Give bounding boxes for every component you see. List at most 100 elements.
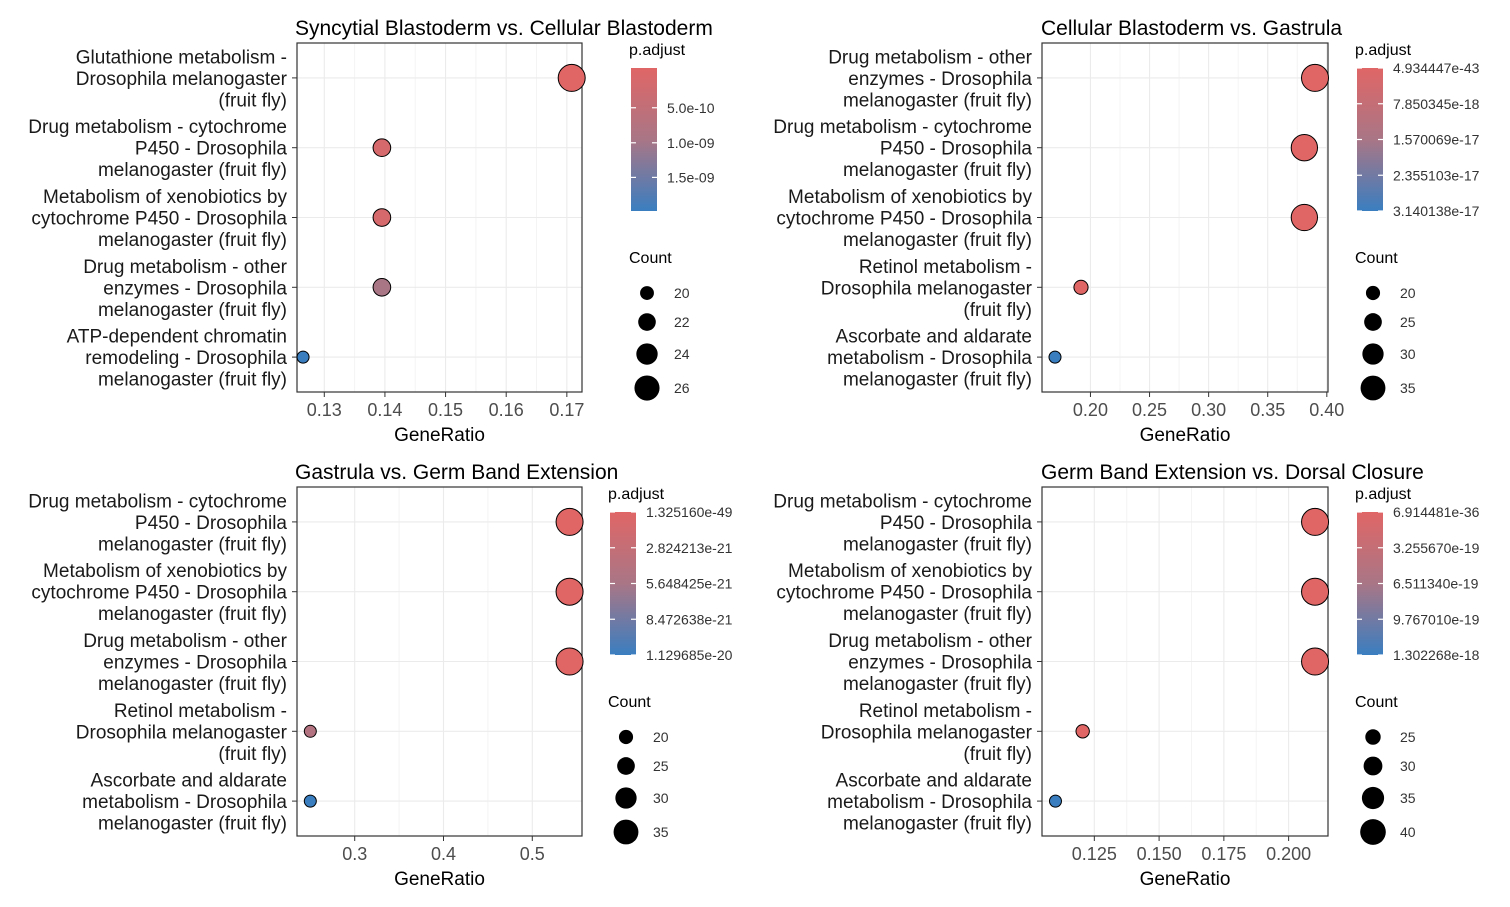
size-legend-key <box>638 313 656 331</box>
data-point <box>557 63 586 92</box>
data-point <box>1075 724 1090 739</box>
y-category-label: (fruit fly) <box>963 744 1032 765</box>
color-legend-label: 5.0e-10 <box>667 100 715 116</box>
x-tick-label: 0.200 <box>1266 844 1311 864</box>
color-legend-title: p.adjust <box>608 486 665 503</box>
y-category-label: enzymes - Drosophila <box>103 653 287 674</box>
x-tick-label: 0.150 <box>1137 844 1182 864</box>
data-point <box>555 647 584 676</box>
size-legend-key <box>1361 786 1385 810</box>
y-category-label: (fruit fly) <box>218 744 287 765</box>
y-category-label: Drosophila melanogaster <box>821 278 1033 299</box>
y-category-label: melanogaster (fruit fly) <box>843 604 1032 625</box>
y-category-label: melanogaster (fruit fly) <box>843 160 1032 181</box>
y-category-label: melanogaster (fruit fly) <box>843 90 1032 111</box>
chart-title: Germ Band Extension vs. Dorsal Closure <box>1041 461 1424 484</box>
x-tick-label: 0.13 <box>307 400 342 420</box>
size-legend-key <box>618 729 634 745</box>
data-point <box>372 208 392 227</box>
color-legend-label: 7.850345e-18 <box>1393 96 1480 112</box>
x-axis-title: GeneRatio <box>394 869 485 890</box>
data-point <box>1301 63 1329 92</box>
y-category-label: Drug metabolism - cytochrome <box>773 491 1032 512</box>
color-legend-title: p.adjust <box>1355 42 1412 59</box>
y-category-label: melanogaster (fruit fly) <box>98 300 287 321</box>
x-axis-title: GeneRatio <box>394 425 485 446</box>
y-category-label: Drug metabolism - cytochrome <box>28 491 287 512</box>
size-legend-key <box>1365 285 1381 301</box>
size-legend-key <box>617 757 635 775</box>
y-category-label: enzymes - Drosophila <box>848 653 1032 674</box>
y-category-label: Drug metabolism - other <box>828 47 1032 68</box>
size-legend-label: 35 <box>1400 790 1416 806</box>
y-category-label: melanogaster (fruit fly) <box>98 814 287 835</box>
y-category-label: melanogaster (fruit fly) <box>843 674 1032 695</box>
chart-panel-3: Gastrula vs. Germ Band Extension 0.3 0.4 0.… <box>28 461 732 890</box>
color-legend-title: p.adjust <box>629 42 686 59</box>
data-point <box>1048 794 1062 808</box>
color-legend-label: 1.129685e-20 <box>646 647 733 663</box>
y-category-label: (fruit fly) <box>218 90 287 111</box>
data-point <box>1301 577 1330 606</box>
color-legend-label: 1.0e-09 <box>667 135 715 151</box>
color-legend-label: 4.934447e-43 <box>1393 60 1480 76</box>
y-category-label: (fruit fly) <box>963 300 1032 321</box>
x-tick-label: 0.20 <box>1073 400 1108 420</box>
y-category-label: remodeling - Drosophila <box>85 348 287 369</box>
chart-panel-1: Syncytial Blastoderm vs. Cellular Blasto… <box>28 17 714 446</box>
size-legend-title: Count <box>1355 694 1398 711</box>
y-category-label: melanogaster (fruit fly) <box>843 814 1032 835</box>
y-category-label: Ascorbate and aldarate <box>836 771 1032 792</box>
y-category-label: metabolism - Drosophila <box>82 792 287 813</box>
y-category-label: Metabolism of xenobiotics by <box>788 187 1032 208</box>
y-category-label: P450 - Drosophila <box>880 139 1033 160</box>
y-category-label: Retinol metabolism - <box>114 701 287 722</box>
data-point <box>372 277 392 297</box>
size-legend-key <box>1363 756 1383 776</box>
color-bar <box>631 68 657 211</box>
x-tick-label: 0.25 <box>1132 400 1167 420</box>
y-category-label: melanogaster (fruit fly) <box>843 230 1032 251</box>
y-category-label: melanogaster (fruit fly) <box>98 534 287 555</box>
color-legend-label: 1.302268e-18 <box>1393 647 1480 663</box>
chart-panel-4: Germ Band Extension vs. Dorsal Closure 0.… <box>773 461 1479 890</box>
y-category-label: ATP-dependent chromatin <box>67 327 287 348</box>
size-legend-label: 20 <box>1400 285 1416 301</box>
x-tick-label: 0.15 <box>428 400 463 420</box>
size-legend-key <box>1364 313 1382 331</box>
color-legend-label: 3.140138e-17 <box>1393 203 1480 219</box>
data-point <box>372 138 392 158</box>
size-legend-key <box>615 787 637 809</box>
size-legend-label: 25 <box>1400 729 1416 745</box>
x-axis-title: GeneRatio <box>1140 869 1231 890</box>
y-category-label: P450 - Drosophila <box>880 513 1033 534</box>
color-legend-label: 9.767010e-19 <box>1393 611 1480 627</box>
size-legend-key <box>1365 729 1381 745</box>
y-category-label: melanogaster (fruit fly) <box>98 604 287 625</box>
color-legend-title: p.adjust <box>1355 486 1412 503</box>
x-tick-label: 0.17 <box>549 400 584 420</box>
size-legend-label: 30 <box>1400 346 1416 362</box>
size-legend-label: 40 <box>1400 824 1416 840</box>
color-legend-label: 5.648425e-21 <box>646 576 733 592</box>
y-category-label: metabolism - Drosophila <box>827 348 1032 369</box>
size-legend-label: 22 <box>674 314 690 330</box>
data-point <box>555 577 584 606</box>
color-legend-label: 3.255670e-19 <box>1393 540 1480 556</box>
size-legend-label: 25 <box>653 758 669 774</box>
color-legend-label: 1.570069e-17 <box>1393 132 1480 148</box>
x-tick-label: 0.5 <box>520 844 545 864</box>
x-tick-label: 0.40 <box>1309 400 1344 420</box>
data-point <box>555 507 584 536</box>
x-tick-label: 0.14 <box>367 400 402 420</box>
data-point <box>303 724 317 738</box>
size-legend-label: 26 <box>674 380 690 396</box>
size-legend-label: 24 <box>674 346 690 362</box>
x-tick-label: 0.35 <box>1250 400 1285 420</box>
x-tick-label: 0.16 <box>489 400 524 420</box>
y-category-label: enzymes - Drosophila <box>103 278 287 299</box>
color-legend-label: 8.472638e-21 <box>646 611 733 627</box>
y-category-label: Metabolism of xenobiotics by <box>43 561 287 582</box>
chart-title: Cellular Blastoderm vs. Gastrula <box>1041 17 1342 40</box>
